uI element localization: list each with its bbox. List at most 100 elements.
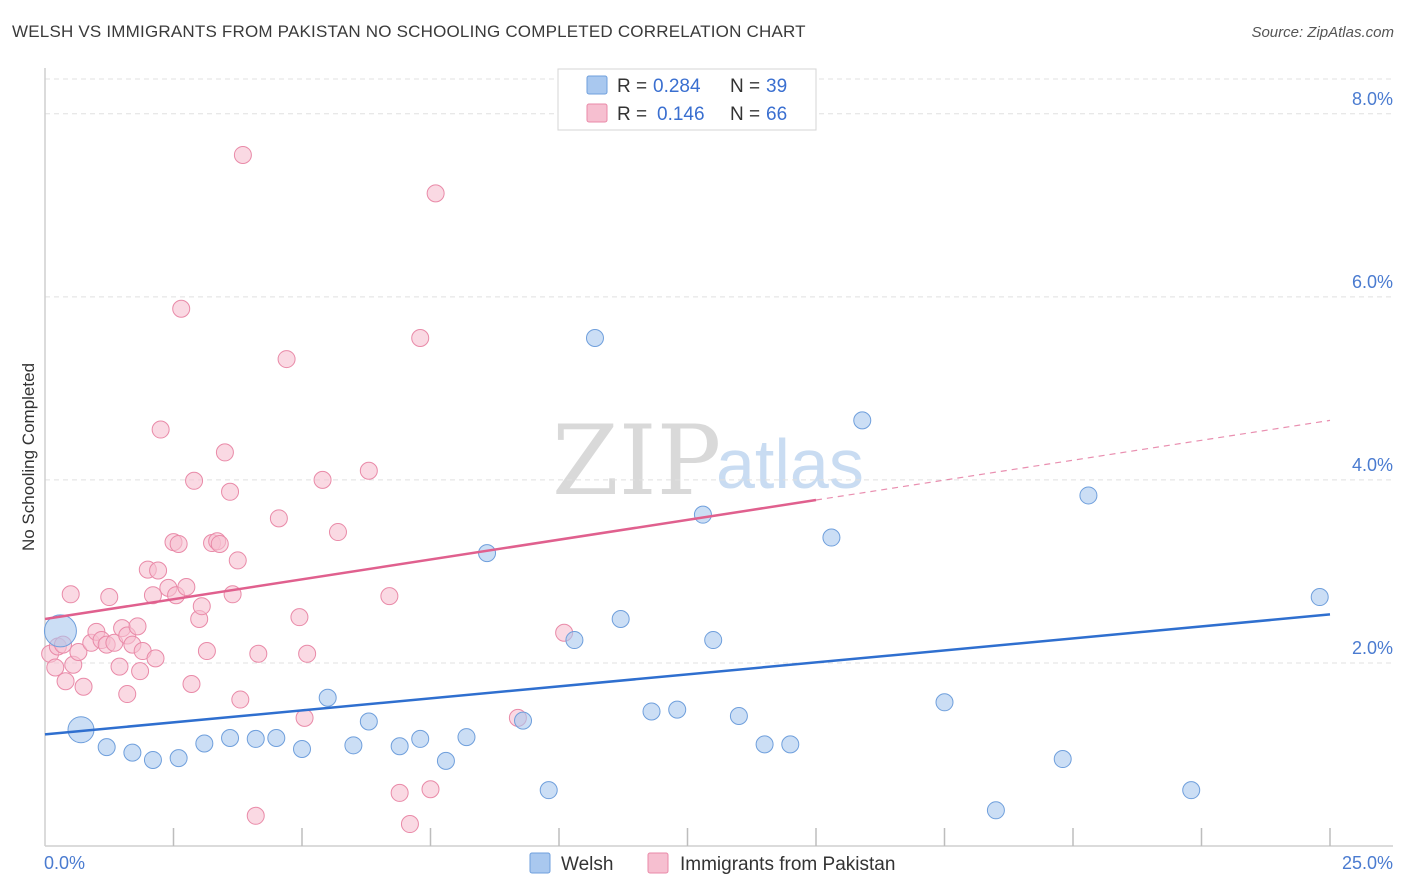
- pakistan-point: [249, 644, 268, 663]
- pakistan-point: [228, 551, 247, 570]
- welsh-point: [611, 610, 630, 629]
- welsh-point: [1053, 750, 1072, 769]
- welsh-point: [318, 688, 337, 707]
- pakistan-point: [210, 534, 229, 553]
- welsh-point: [668, 700, 687, 719]
- welsh-point: [359, 712, 378, 731]
- y-tick-label: 8.0%: [1352, 89, 1393, 109]
- y-axis-label: No Schooling Completed: [19, 363, 38, 551]
- pakistan-point: [182, 674, 201, 693]
- welsh-point: [822, 528, 841, 547]
- welsh-point: [729, 707, 748, 726]
- pakistan-point: [61, 585, 80, 604]
- welsh-point: [97, 738, 116, 757]
- y-tick-labels: 2.0% 4.0% 6.0% 8.0%: [1352, 89, 1393, 658]
- welsh-point: [411, 729, 430, 748]
- pakistan-point: [172, 299, 191, 318]
- welsh-point: [781, 735, 800, 754]
- pakistan-point: [215, 443, 234, 462]
- pakistan-point: [56, 672, 75, 691]
- welsh-point: [642, 702, 661, 721]
- welsh-point: [478, 544, 497, 563]
- legend-n-label-welsh: N =: [730, 76, 760, 97]
- bottom-legend-swatch-welsh: [529, 852, 551, 874]
- welsh-point: [514, 711, 533, 730]
- welsh-point: [755, 735, 774, 754]
- welsh-point: [246, 729, 265, 748]
- pakistan-point: [277, 350, 296, 369]
- trend-lines: [44, 419, 1331, 736]
- pakistan-point: [69, 642, 88, 661]
- welsh-point: [704, 631, 723, 650]
- y-tick-label: 2.0%: [1352, 638, 1393, 658]
- pakistan-point: [192, 597, 211, 616]
- welsh-point: [935, 693, 954, 712]
- welsh-point: [693, 505, 712, 524]
- pakistan-point: [146, 649, 165, 668]
- welsh-point: [1310, 588, 1329, 607]
- x-tick-label-min: 0.0%: [44, 853, 85, 873]
- pakistan-point: [46, 658, 65, 677]
- welsh-point: [436, 751, 455, 770]
- legend-r-label-welsh: R =: [617, 76, 647, 97]
- pakistan-point: [400, 815, 419, 834]
- bottom-legend-label-pakistan: Immigrants from Pakistan: [680, 854, 895, 875]
- welsh-point: [143, 750, 162, 769]
- pakistan-point: [118, 685, 137, 704]
- pakistan-point: [290, 608, 309, 627]
- bottom-legend: Welsh Immigrants from Pakistan: [529, 852, 895, 875]
- welsh-trend-line: [44, 613, 1331, 736]
- legend-r-label-pakistan: R =: [617, 104, 647, 125]
- welsh-point: [585, 329, 604, 348]
- bottom-legend-swatch-pakistan: [647, 852, 669, 874]
- welsh-point: [195, 734, 214, 753]
- pakistan-point: [100, 588, 119, 607]
- pakistan-point: [411, 329, 430, 348]
- legend-r-value-pakistan: 0.146: [657, 104, 705, 125]
- legend-box: R = 0.284 N = 39 R = 0.146 N = 66: [557, 68, 817, 131]
- welsh-point: [539, 781, 558, 800]
- pakistan-point: [390, 783, 409, 802]
- pakistan-point: [421, 780, 440, 799]
- pakistan-point: [269, 509, 288, 528]
- watermark-zip: ZIP: [552, 405, 721, 517]
- legend-n-label-pakistan: N =: [730, 104, 760, 125]
- pakistan-point: [74, 677, 93, 696]
- bottom-legend-label-welsh: Welsh: [561, 854, 613, 875]
- pakistan-point: [313, 470, 332, 489]
- pakistan-point: [328, 523, 347, 542]
- welsh-point: [1079, 486, 1098, 505]
- pakistan-point: [197, 642, 216, 661]
- legend-swatch-pakistan: [586, 103, 608, 123]
- y-tick-label: 6.0%: [1352, 272, 1393, 292]
- pakistan-point: [110, 657, 129, 676]
- welsh-point: [986, 801, 1005, 820]
- pakistan-point: [221, 482, 240, 501]
- pakistan-point: [380, 587, 399, 606]
- welsh-point: [457, 728, 476, 747]
- welsh-point: [565, 631, 584, 650]
- x-tick-label-max: 25.0%: [1342, 853, 1393, 873]
- pakistan-point: [426, 184, 445, 203]
- welsh-point: [1182, 781, 1201, 800]
- pakistan-point: [169, 534, 188, 553]
- welsh-point: [390, 737, 409, 756]
- pakistan-point: [359, 461, 378, 480]
- welsh-points: [43, 329, 1329, 820]
- legend-n-value-pakistan: 66: [766, 104, 787, 125]
- pakistan-point: [149, 561, 168, 580]
- welsh-point: [169, 749, 188, 768]
- gridlines: [45, 78, 1393, 664]
- pakistan-point: [177, 577, 196, 596]
- watermark-atlas: atlas: [716, 425, 864, 503]
- welsh-point: [293, 739, 311, 758]
- pakistan-point: [185, 471, 204, 490]
- pakistan-points: [41, 145, 574, 834]
- legend-r-value-welsh: 0.284: [653, 76, 701, 97]
- chart-title: WELSH VS IMMIGRANTS FROM PAKISTAN NO SCH…: [12, 22, 806, 41]
- pakistan-point: [151, 420, 170, 439]
- pakistan-point: [131, 662, 150, 681]
- pakistan-point: [128, 617, 147, 636]
- welsh-point: [221, 728, 240, 747]
